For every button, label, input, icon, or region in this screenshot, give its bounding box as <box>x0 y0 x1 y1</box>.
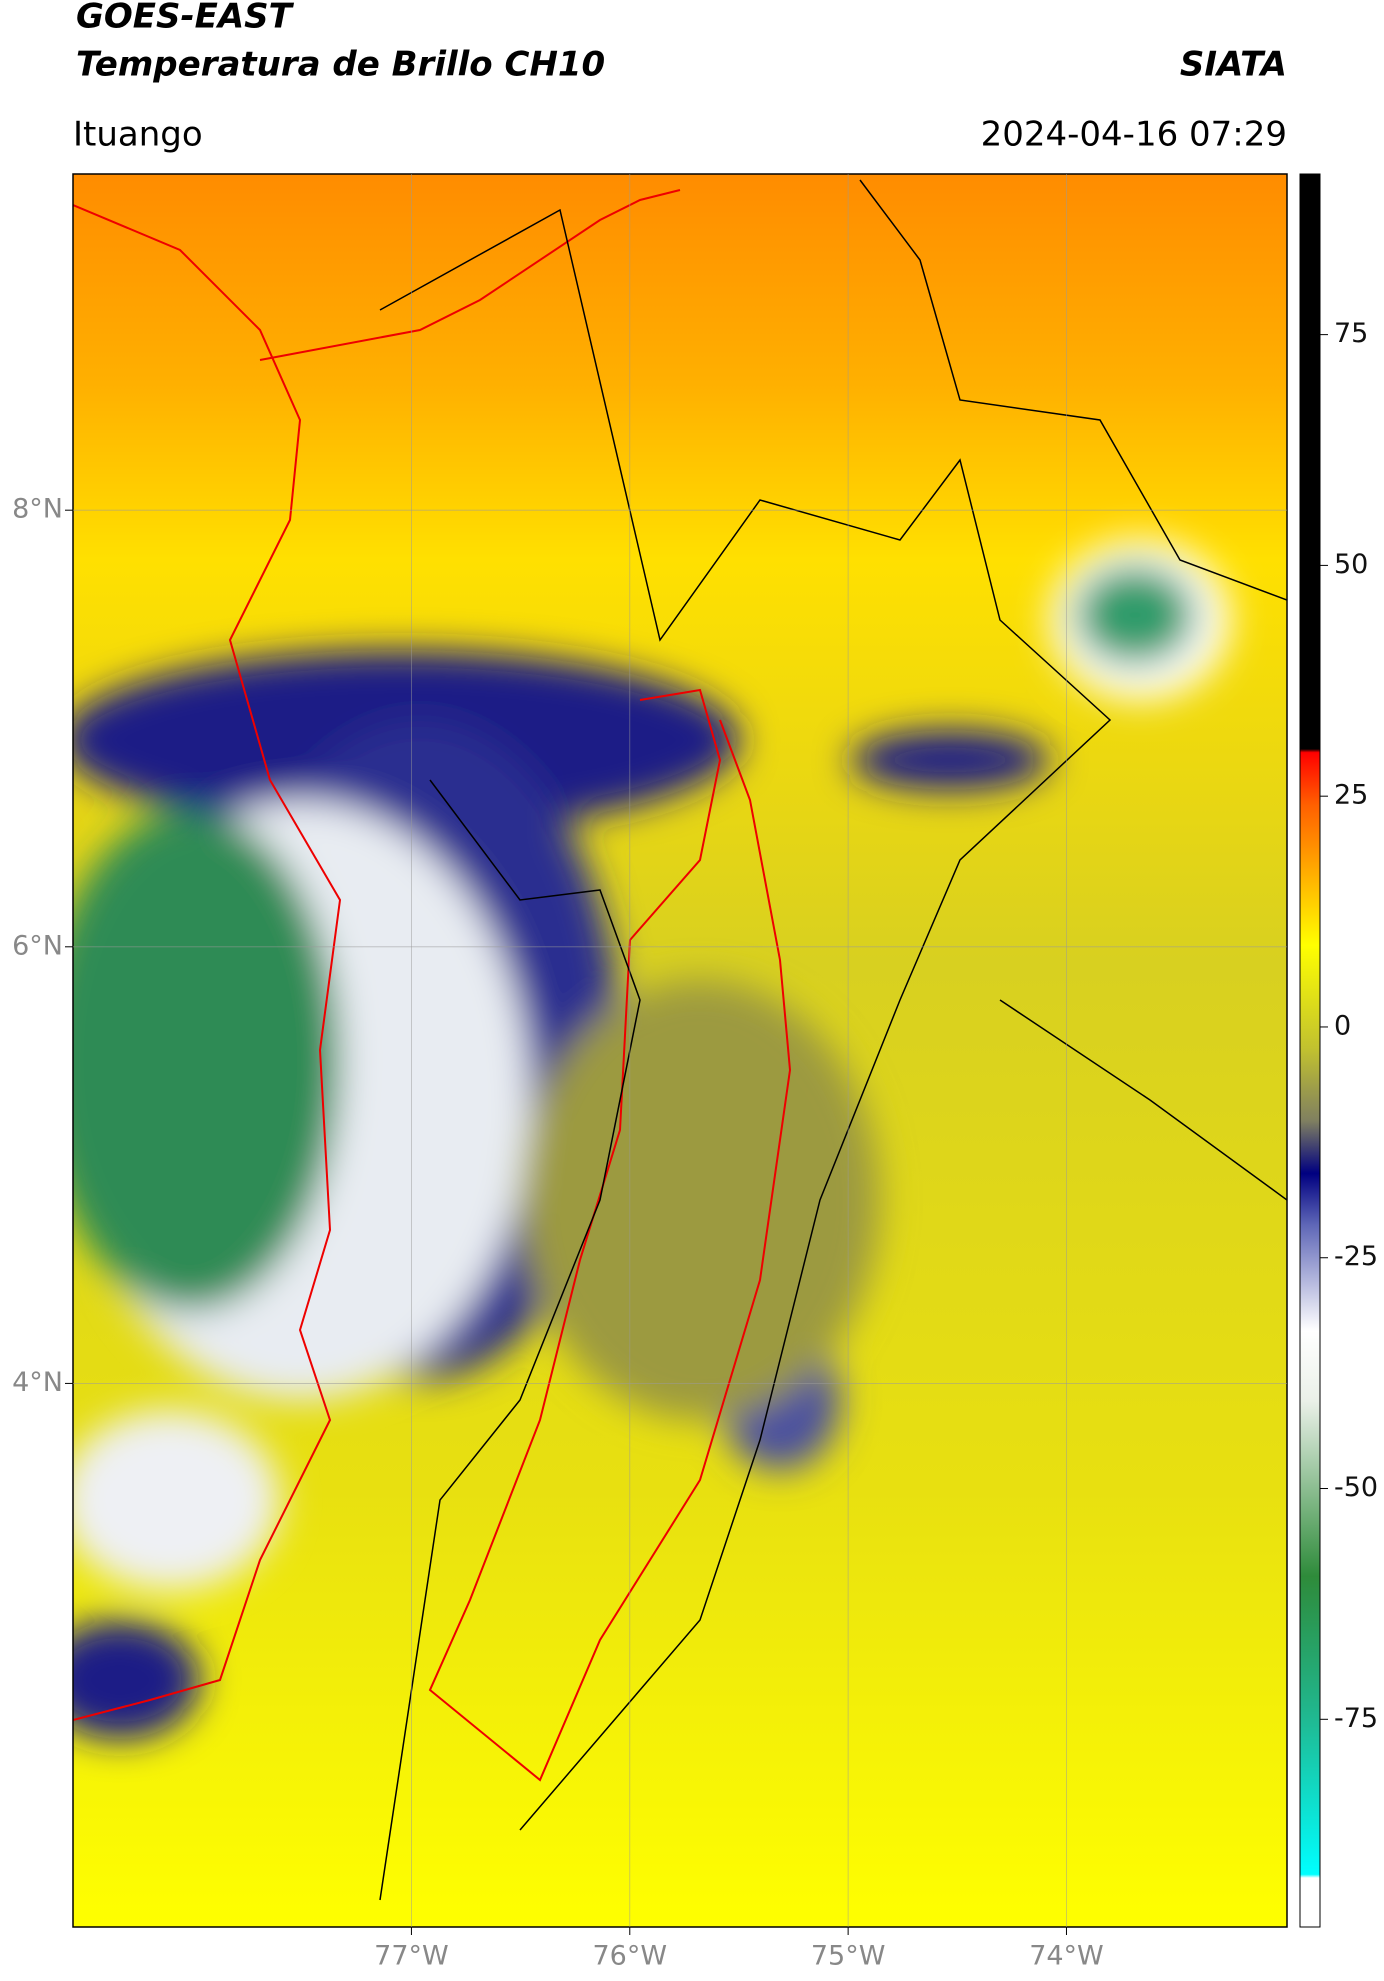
y-tick-label: 4°N <box>12 1367 63 1398</box>
subtitle: Temperatura de Brillo CH10 <box>76 45 605 85</box>
y-tick-label: 6°N <box>12 930 63 961</box>
colorbar-tick-label: -75 <box>1334 1703 1378 1734</box>
source: SIATA <box>1180 45 1287 85</box>
colorbar-tick-label: -50 <box>1334 1472 1378 1503</box>
colorbar-tick-label: 75 <box>1334 318 1368 349</box>
x-tick-label: 76°W <box>592 1941 667 1972</box>
department-boundary <box>379 779 641 1901</box>
map <box>73 174 1287 1927</box>
department-boundary <box>999 999 1287 1201</box>
cloud-field <box>73 540 1230 1740</box>
x-tick-label: 74°W <box>1029 1941 1104 1972</box>
colorbar-tick-label: -25 <box>1334 1241 1378 1272</box>
y-tick-label: 8°N <box>12 494 63 525</box>
x-tick-label: 75°W <box>811 1941 886 1972</box>
colorbar-tick-label: 0 <box>1334 1010 1351 1041</box>
colorbar-tick-label: 50 <box>1334 549 1368 580</box>
department-boundary <box>859 179 1287 601</box>
title: GOES-EAST <box>76 0 295 37</box>
timestamp: 2024-04-16 07:29 <box>981 115 1287 155</box>
colorbar <box>1299 173 1321 1928</box>
x-tick-label: 77°W <box>374 1941 449 1972</box>
region-boundary <box>428 688 792 1782</box>
coastline <box>259 189 681 361</box>
department-boundary <box>379 208 1112 1831</box>
location: Ituango <box>73 115 203 155</box>
map-frame <box>72 173 1288 1928</box>
coastline <box>73 204 342 1721</box>
colorbar-tick-label: 25 <box>1334 780 1368 811</box>
